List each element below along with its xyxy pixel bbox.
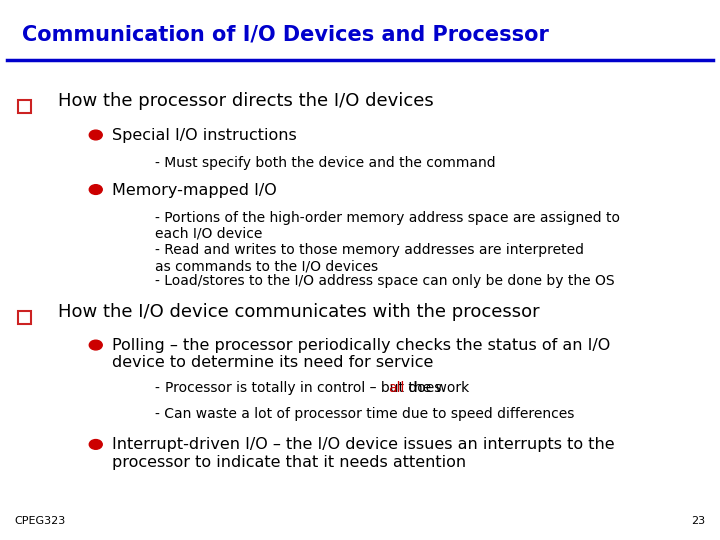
Text: - Load/stores to the I/O address space can only be done by the OS: - Load/stores to the I/O address space c… [155, 274, 614, 288]
Circle shape [89, 440, 102, 449]
Text: Polling – the processor periodically checks the status of an I/O
device to deter: Polling – the processor periodically che… [112, 338, 610, 370]
Text: 23: 23 [691, 516, 706, 526]
Text: How the I/O device communicates with the processor: How the I/O device communicates with the… [58, 303, 539, 321]
FancyBboxPatch shape [18, 312, 31, 325]
Text: Interrupt-driven I/O – the I/O device issues an interrupts to the
processor to i: Interrupt-driven I/O – the I/O device is… [112, 437, 614, 470]
Text: CPEG323: CPEG323 [14, 516, 66, 526]
Text: - Must specify both the device and the command: - Must specify both the device and the c… [155, 156, 495, 170]
Text: Processor is totally in control – but does: Processor is totally in control – but do… [165, 381, 446, 395]
Text: How the processor directs the I/O devices: How the processor directs the I/O device… [58, 92, 433, 110]
Text: - Portions of the high-order memory address space are assigned to
each I/O devic: - Portions of the high-order memory addr… [155, 211, 620, 241]
Text: - Can waste a lot of processor time due to speed differences: - Can waste a lot of processor time due … [155, 407, 574, 421]
Text: -: - [155, 381, 164, 395]
Text: all: all [388, 381, 405, 395]
Text: Memory-mapped I/O: Memory-mapped I/O [112, 183, 276, 198]
Text: Special I/O instructions: Special I/O instructions [112, 128, 297, 143]
Text: - Read and writes to those memory addresses are interpreted
as commands to the I: - Read and writes to those memory addres… [155, 243, 584, 273]
Circle shape [89, 130, 102, 140]
Circle shape [89, 185, 102, 194]
Text: the work: the work [404, 381, 469, 395]
FancyBboxPatch shape [18, 100, 31, 113]
Circle shape [89, 340, 102, 350]
Text: Communication of I/O Devices and Processor: Communication of I/O Devices and Process… [22, 24, 549, 44]
